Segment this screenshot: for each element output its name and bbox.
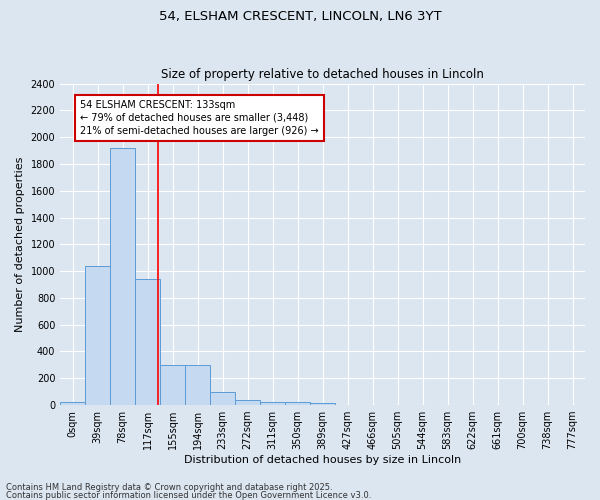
Bar xyxy=(235,400,260,405)
Bar xyxy=(185,365,210,405)
Text: 54 ELSHAM CRESCENT: 133sqm
← 79% of detached houses are smaller (3,448)
21% of s: 54 ELSHAM CRESCENT: 133sqm ← 79% of deta… xyxy=(80,100,319,136)
Bar xyxy=(210,392,235,405)
Bar xyxy=(60,402,85,405)
Bar xyxy=(160,365,185,405)
X-axis label: Distribution of detached houses by size in Lincoln: Distribution of detached houses by size … xyxy=(184,455,461,465)
Y-axis label: Number of detached properties: Number of detached properties xyxy=(15,156,25,332)
Bar xyxy=(310,403,335,405)
Text: 54, ELSHAM CRESCENT, LINCOLN, LN6 3YT: 54, ELSHAM CRESCENT, LINCOLN, LN6 3YT xyxy=(158,10,442,23)
Bar xyxy=(285,402,310,405)
Title: Size of property relative to detached houses in Lincoln: Size of property relative to detached ho… xyxy=(161,68,484,81)
Bar xyxy=(110,148,135,405)
Text: Contains HM Land Registry data © Crown copyright and database right 2025.: Contains HM Land Registry data © Crown c… xyxy=(6,484,332,492)
Bar xyxy=(85,266,110,405)
Bar xyxy=(135,279,160,405)
Bar xyxy=(260,402,285,405)
Text: Contains public sector information licensed under the Open Government Licence v3: Contains public sector information licen… xyxy=(6,490,371,500)
